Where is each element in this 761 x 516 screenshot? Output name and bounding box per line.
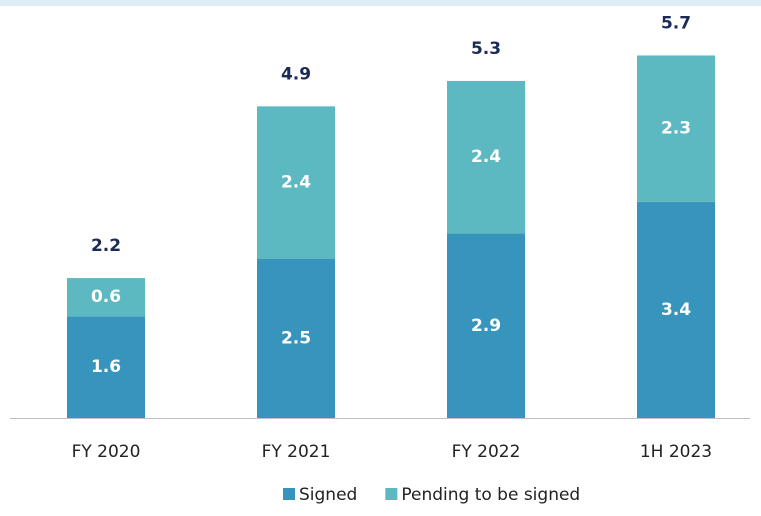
segment-label: 2.4 bbox=[281, 173, 311, 193]
bar-segment bbox=[447, 80, 525, 234]
total-label: 4.9 bbox=[281, 64, 311, 84]
bar-segment bbox=[67, 278, 145, 317]
segment-label: 2.4 bbox=[471, 147, 501, 167]
segment-label: 1.6 bbox=[91, 357, 121, 377]
x-tick-label: FY 2020 bbox=[72, 442, 141, 462]
legend-label: Pending to be signed bbox=[401, 485, 580, 505]
segment-label: 2.5 bbox=[281, 329, 311, 349]
legend-label: Signed bbox=[299, 485, 357, 505]
segment-label: 2.3 bbox=[661, 119, 691, 139]
legend-swatch bbox=[283, 488, 295, 500]
bar-segment bbox=[257, 259, 335, 418]
bar-segment bbox=[637, 201, 715, 418]
x-tick-label: FY 2021 bbox=[262, 442, 331, 462]
total-label: 5.3 bbox=[471, 39, 501, 59]
bar-segment bbox=[447, 233, 525, 418]
total-label: 2.2 bbox=[91, 236, 121, 256]
x-tick-label: 1H 2023 bbox=[640, 442, 712, 462]
segment-label: 3.4 bbox=[661, 300, 691, 320]
total-label: 5.7 bbox=[661, 13, 691, 33]
segment-label: 2.9 bbox=[471, 316, 501, 336]
bar-segment bbox=[67, 316, 145, 418]
top-band bbox=[0, 0, 761, 6]
x-tick-label: FY 2022 bbox=[452, 442, 521, 462]
bar-segment bbox=[637, 55, 715, 202]
legend-swatch bbox=[385, 488, 398, 500]
bar-segment bbox=[257, 106, 335, 259]
segment-label: 0.6 bbox=[91, 287, 121, 307]
